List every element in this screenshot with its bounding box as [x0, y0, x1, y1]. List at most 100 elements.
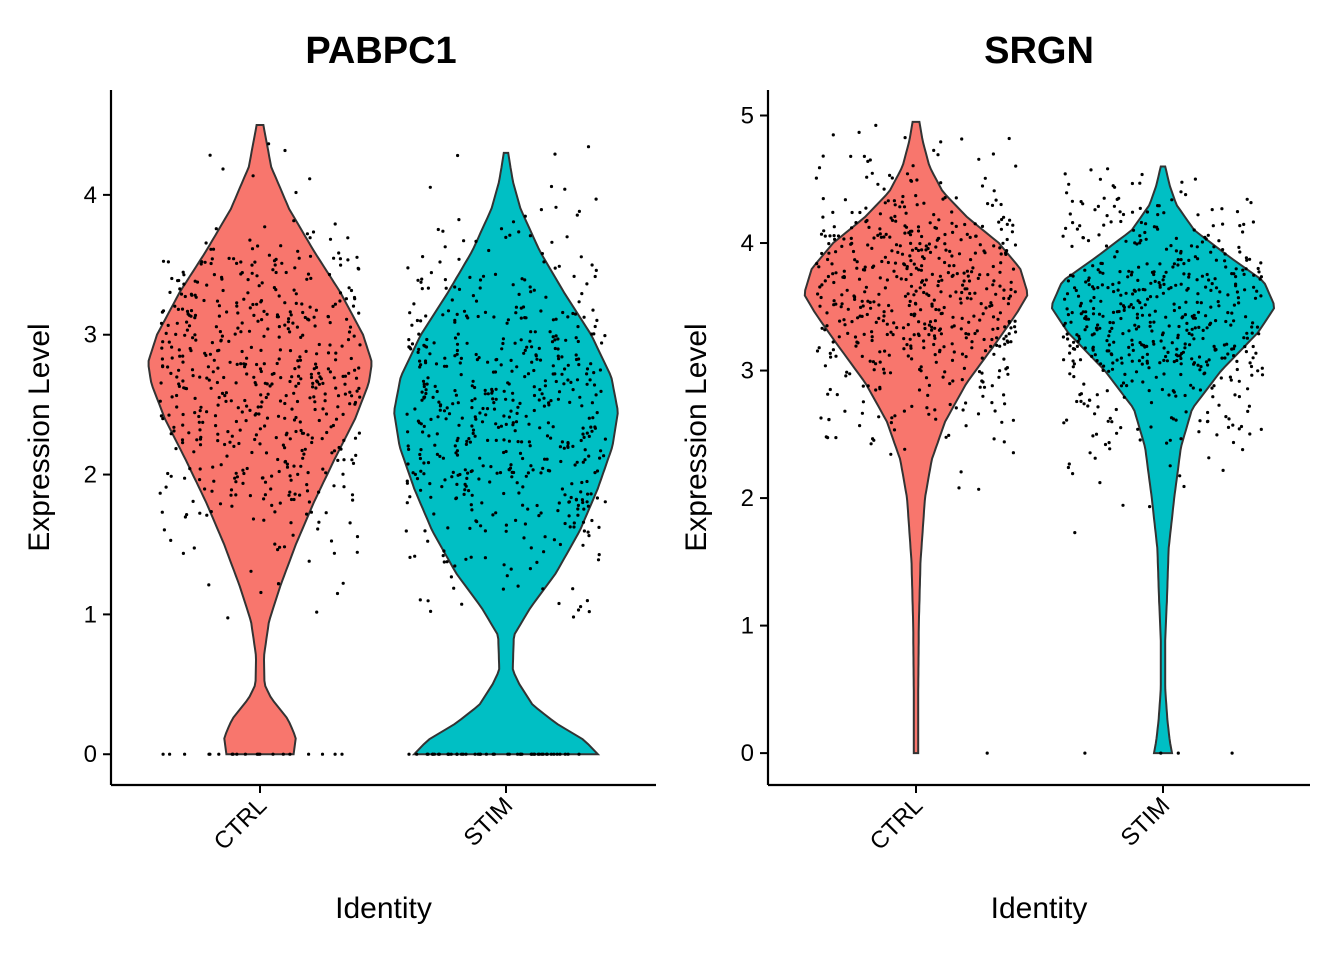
data-point [1149, 425, 1153, 429]
data-point [451, 402, 455, 406]
data-point [870, 338, 874, 343]
data-point [832, 280, 836, 285]
data-point [422, 382, 426, 386]
data-point [487, 248, 491, 253]
data-point [292, 497, 296, 502]
data-point [886, 260, 891, 265]
data-point [445, 406, 449, 410]
data-point [290, 375, 294, 379]
data-point [1162, 274, 1166, 279]
data-point-zero [478, 752, 482, 756]
data-point [289, 313, 293, 317]
data-point [294, 384, 298, 388]
data-point-zero [437, 752, 441, 756]
data-point [499, 227, 504, 231]
data-point [519, 338, 523, 342]
data-point [206, 365, 210, 369]
data-point [483, 388, 487, 392]
data-point [955, 272, 959, 276]
data-point [1137, 359, 1141, 363]
data-point [1009, 326, 1013, 330]
data-point [863, 265, 867, 269]
data-point [943, 370, 947, 374]
data-point [1100, 283, 1104, 287]
data-point [910, 248, 915, 252]
data-point [557, 501, 561, 505]
data-point [590, 263, 594, 267]
data-point [255, 274, 259, 278]
data-point [465, 341, 469, 345]
data-point [175, 375, 179, 379]
data-point [992, 437, 996, 441]
data-point-zero [566, 752, 570, 756]
data-point [455, 482, 459, 486]
data-point [1234, 284, 1238, 288]
data-point [177, 278, 181, 283]
data-point [1171, 265, 1175, 269]
data-point [339, 263, 343, 267]
data-point [306, 433, 310, 437]
data-point [424, 361, 428, 365]
data-point [458, 361, 462, 365]
data-point [861, 400, 866, 404]
data-point [160, 346, 164, 350]
data-point [1193, 177, 1197, 181]
data-point [545, 434, 550, 438]
data-point [450, 475, 454, 479]
data-point [245, 466, 249, 471]
data-point [424, 314, 428, 318]
data-point [1071, 274, 1075, 278]
data-point [1098, 481, 1102, 485]
data-point [1175, 347, 1179, 351]
data-point [311, 381, 315, 385]
data-point-zero [207, 752, 211, 756]
data-point [1134, 327, 1138, 331]
data-point [342, 438, 346, 442]
data-point [245, 372, 249, 376]
data-point [913, 312, 917, 316]
data-point [346, 258, 350, 262]
data-point [253, 437, 257, 442]
data-point [1105, 214, 1109, 218]
data-point [1246, 387, 1250, 391]
data-point [521, 456, 525, 461]
data-point [877, 303, 881, 307]
data-point [334, 417, 339, 421]
data-point [871, 437, 875, 441]
data-point [1130, 181, 1134, 186]
data-point [832, 299, 836, 303]
data-point [922, 339, 926, 343]
data-point [453, 564, 457, 568]
data-point [1110, 326, 1114, 330]
data-point [862, 332, 866, 336]
data-point [1199, 365, 1203, 369]
data-point [580, 404, 584, 408]
data-point [262, 309, 266, 313]
data-point [1216, 300, 1220, 304]
data-point [990, 337, 994, 342]
data-point [249, 345, 253, 349]
data-point [442, 409, 447, 413]
data-point [1140, 343, 1144, 347]
data-point [1219, 376, 1223, 380]
data-point [425, 337, 429, 342]
data-point [943, 232, 947, 237]
data-point [1191, 386, 1195, 390]
data-point [268, 384, 272, 388]
data-point [193, 411, 197, 415]
data-point [1151, 339, 1155, 344]
data-point [289, 521, 293, 525]
data-point [474, 299, 479, 303]
data-point [1009, 340, 1013, 344]
data-point [267, 253, 271, 257]
data-point [495, 357, 499, 362]
data-point [1198, 368, 1202, 372]
data-point [1179, 282, 1183, 286]
data-point [999, 202, 1003, 207]
data-point [273, 263, 277, 267]
data-point [263, 493, 267, 497]
data-point [307, 559, 311, 563]
data-point [590, 401, 595, 405]
data-point [1013, 243, 1018, 247]
